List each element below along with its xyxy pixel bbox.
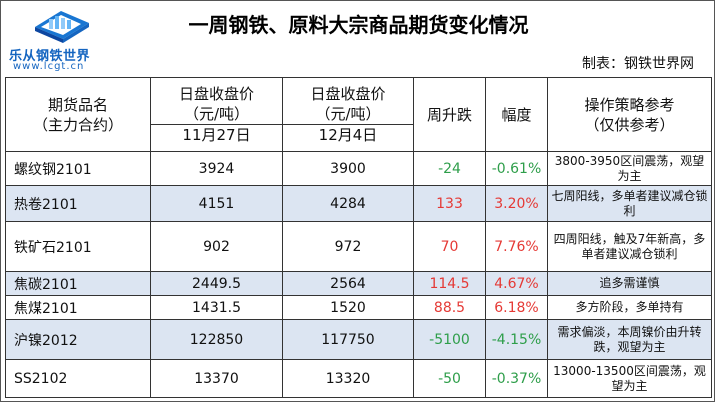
row-price1: 122850 xyxy=(150,319,283,360)
row-strategy: 四周阳线，触及7年新高，多单者建议减仓锁利 xyxy=(547,221,712,272)
header-strategy: 操作策略参考 （仅供参考） xyxy=(547,77,712,152)
header-price1: 日盘收盘价 （元/吨） 11月27日 xyxy=(150,77,283,152)
row-change: -5100 xyxy=(413,319,486,360)
row-price2: 972 xyxy=(282,221,414,272)
row-price1: 13370 xyxy=(150,359,283,398)
table-row: 热卷2101 4151 4284 133 3.20% 七周阳线，多单者建议减仓锁… xyxy=(5,185,712,222)
row-range: 7.76% xyxy=(485,221,548,272)
table-row: SS2102 13370 13320 -50 -0.37% 13000-1350… xyxy=(5,359,712,398)
row-range: -0.37% xyxy=(485,359,548,398)
header-range: 幅度 xyxy=(485,77,548,152)
header-price1-date: 11月27日 xyxy=(151,124,282,145)
row-price1: 4151 xyxy=(150,185,283,222)
row-name: 焦碳2101 xyxy=(5,271,151,296)
header-product-line1: 期货品名 xyxy=(47,95,108,114)
row-change: -50 xyxy=(413,359,486,398)
row-range: -0.61% xyxy=(485,151,548,186)
header-price2: 日盘收盘价 （元/吨） 12月4日 xyxy=(282,77,414,152)
table-row: 沪镍2012 122850 117750 -5100 -4.15% 需求偏淡，本… xyxy=(5,319,712,360)
row-name: 螺纹钢2101 xyxy=(5,151,151,186)
row-strategy: 七周阳线，多单者建议减仓锁利 xyxy=(547,185,712,222)
row-change: 114.5 xyxy=(413,271,486,296)
row-strategy: 多方阶段，多单持有 xyxy=(547,295,712,320)
row-price1: 1431.5 xyxy=(150,295,283,320)
row-change: 133 xyxy=(413,185,486,222)
header-price2-date: 12月4日 xyxy=(283,124,413,145)
header-price1-line1: 日盘收盘价 xyxy=(178,85,254,103)
header-product: 期货品名 （主力合约） xyxy=(5,77,151,152)
row-price2: 3900 xyxy=(282,151,414,186)
row-range: 3.20% xyxy=(485,185,548,222)
table-row: 螺纹钢2101 3924 3900 -24 -0.61% 3800-3950区间… xyxy=(5,151,712,186)
row-price2: 2564 xyxy=(282,271,414,296)
header-change: 周升跌 xyxy=(413,77,486,152)
row-name: 焦煤2101 xyxy=(5,295,151,320)
row-name: 铁矿石2101 xyxy=(5,221,151,272)
row-name: SS2102 xyxy=(5,359,151,398)
row-range: 4.67% xyxy=(485,271,548,296)
row-price2: 1520 xyxy=(282,295,414,320)
logo-name: 乐从钢铁世界 xyxy=(9,49,91,64)
row-strategy: 追多需谨慎 xyxy=(547,271,712,296)
table-row: 焦煤2101 1431.5 1520 88.5 6.18% 多方阶段，多单持有 xyxy=(5,295,712,320)
row-change: -24 xyxy=(413,151,486,186)
row-price1: 902 xyxy=(150,221,283,272)
row-change: 70 xyxy=(413,221,486,272)
row-range: -4.15% xyxy=(485,319,548,360)
header-strategy-line1: 操作策略参考 xyxy=(584,95,675,114)
row-name: 热卷2101 xyxy=(5,185,151,222)
row-price2: 13320 xyxy=(282,359,414,398)
row-price1: 2449.5 xyxy=(150,271,283,296)
header-price2-line2: （元/吨） xyxy=(315,105,381,123)
row-change: 88.5 xyxy=(413,295,486,320)
table-maker: 制表：钢铁世界网 xyxy=(582,56,694,72)
row-price2: 117750 xyxy=(282,319,414,360)
row-name: 沪镍2012 xyxy=(5,319,151,360)
futures-table: 期货品名 （主力合约） 日盘收盘价 （元/吨） 11月27日 日盘收盘价 （元/… xyxy=(5,77,712,398)
header-price1-line2: （元/吨） xyxy=(183,105,250,123)
logo-mark-icon xyxy=(35,11,89,43)
row-strategy: 3800-3950区间震荡，观望为主 xyxy=(547,151,712,186)
header-strategy-line2: （仅供参考） xyxy=(584,115,675,134)
row-price2: 4284 xyxy=(282,185,414,222)
table-row: 焦碳2101 2449.5 2564 114.5 4.67% 追多需谨慎 xyxy=(5,271,712,296)
header-product-line2: （主力合约） xyxy=(32,115,123,134)
row-strategy: 需求偏淡，本周镍价由升转跌，观望为主 xyxy=(547,319,712,360)
table-header-row: 期货品名 （主力合约） 日盘收盘价 （元/吨） 11月27日 日盘收盘价 （元/… xyxy=(5,77,712,152)
row-price1: 3924 xyxy=(150,151,283,186)
logo: 乐从钢铁世界 www.lcgt.cn xyxy=(7,5,125,75)
table-row: 铁矿石2101 902 972 70 7.76% 四周阳线，触及7年新高，多单者… xyxy=(5,221,712,272)
header: 乐从钢铁世界 www.lcgt.cn 一周钢铁、原料大宗商品期货变化情况 制表：… xyxy=(1,1,714,77)
row-range: 6.18% xyxy=(485,295,548,320)
logo-url: www.lcgt.cn xyxy=(13,61,85,72)
page-title: 一周钢铁、原料大宗商品期货变化情况 xyxy=(188,13,529,37)
row-strategy: 13000-13500区间震荡，观望为主 xyxy=(547,359,712,398)
header-price2-line1: 日盘收盘价 xyxy=(310,85,386,103)
